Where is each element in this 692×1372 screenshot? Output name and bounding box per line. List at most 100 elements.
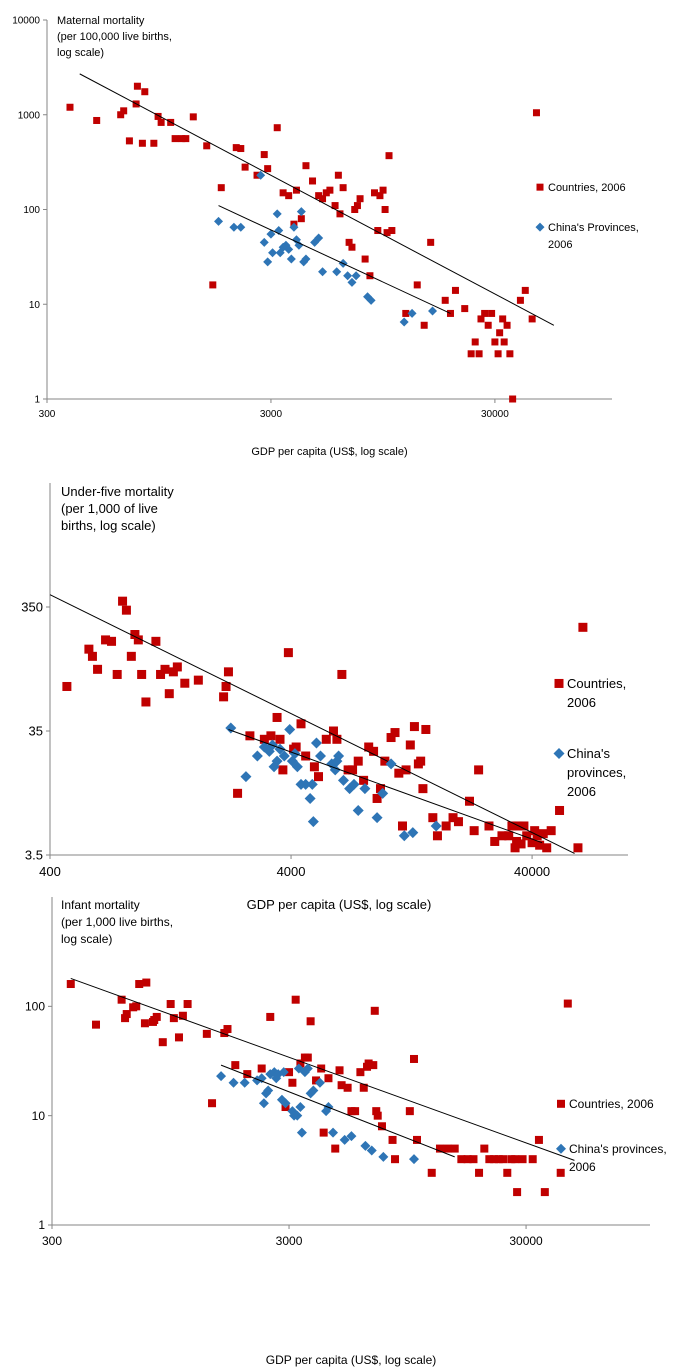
x-tick-label: 40000 [514, 864, 550, 879]
data-point [540, 1188, 549, 1197]
series-china-provinces [216, 1063, 419, 1165]
chart-title: (per 1,000 live births, [61, 915, 173, 929]
y-tick-label: 10000 [12, 16, 40, 27]
data-point [416, 756, 426, 766]
data-point [245, 731, 255, 741]
data-point [513, 1188, 522, 1197]
data-point [421, 724, 431, 734]
data-point [296, 207, 306, 217]
x-tick-label: 300 [39, 409, 56, 420]
data-point [266, 731, 276, 741]
data-point [319, 1128, 328, 1137]
x-tick-label: 30000 [509, 1234, 543, 1248]
data-point [376, 192, 384, 200]
data-point [555, 805, 565, 815]
legend-label: 2006 [567, 784, 596, 799]
trend-line [228, 729, 543, 844]
data-point [538, 829, 548, 839]
y-tick-label: 100 [23, 205, 40, 216]
data-point [202, 1029, 211, 1038]
data-point [66, 980, 75, 989]
data-point [488, 309, 496, 317]
data-point [214, 216, 224, 226]
data-point [405, 1107, 414, 1116]
data-point [154, 112, 162, 120]
y-tick-label: 35 [29, 724, 43, 739]
data-point [408, 1154, 419, 1165]
data-point [335, 1066, 344, 1075]
data-point [351, 1107, 360, 1116]
chart-title: log scale) [61, 932, 112, 946]
chart-title: (per 100,000 live births, [57, 31, 172, 43]
data-point [283, 648, 293, 658]
data-point [343, 1083, 352, 1092]
data-point [150, 139, 158, 147]
data-point [377, 1122, 386, 1131]
data-point [169, 1014, 178, 1023]
data-point [375, 784, 385, 794]
data-point [448, 813, 458, 823]
data-point [499, 315, 507, 323]
data-point [309, 177, 317, 185]
data-point [241, 163, 249, 171]
data-point [240, 771, 252, 783]
data-point [451, 286, 459, 294]
legend-label: China's Provinces, [548, 222, 639, 234]
data-point [542, 843, 552, 853]
data-point [257, 1064, 266, 1073]
series-countries [66, 82, 540, 403]
data-point [500, 338, 508, 346]
data-point [231, 1061, 240, 1070]
data-point [532, 831, 542, 841]
data-point [503, 1168, 512, 1177]
data-point [388, 1135, 397, 1144]
data-point [66, 103, 74, 111]
data-point [160, 664, 170, 674]
legend-label: 2006 [548, 239, 572, 251]
data-point [229, 222, 239, 232]
data-point [137, 669, 147, 679]
data-point [356, 195, 364, 203]
data-point [359, 783, 371, 795]
x-tick-label: 3000 [276, 1234, 303, 1248]
chart-3: 1 10 100 300 3000 30000 Infant mortality (per 1… [25, 897, 667, 1367]
legend-label: China's provinces, [569, 1142, 667, 1156]
data-point [361, 255, 369, 263]
legend-marker [557, 1099, 565, 1108]
data-point [418, 784, 428, 794]
data-point [271, 755, 283, 767]
data-point [259, 734, 269, 744]
data-point [291, 742, 301, 752]
data-point [432, 831, 442, 841]
data-point [334, 171, 342, 179]
data-point [348, 243, 356, 251]
data-point [166, 1000, 175, 1009]
data-point [319, 195, 327, 203]
data-point [296, 1127, 307, 1138]
data-point [326, 186, 334, 194]
legend-label: Countries, 2006 [548, 182, 626, 194]
data-point [62, 681, 72, 691]
legend-label: 2006 [567, 695, 596, 710]
data-point [521, 286, 529, 294]
data-point [314, 233, 324, 243]
trend-line [70, 977, 575, 1161]
data-point [519, 821, 529, 831]
data-point [441, 821, 451, 831]
data-point [556, 1168, 565, 1177]
data-point [528, 1155, 537, 1164]
data-point [225, 722, 237, 734]
data-point [183, 1000, 192, 1009]
trend-line [79, 73, 555, 326]
data-point [93, 116, 101, 124]
data-point [301, 254, 311, 264]
data-point [346, 1131, 357, 1142]
data-point [120, 107, 128, 115]
x-axis-label: GDP per capita (US$, log scale) [251, 446, 407, 458]
data-point [259, 237, 269, 247]
data-point [314, 750, 326, 762]
x-tick-label: 4000 [277, 864, 306, 879]
y-tick-label: 10 [32, 1109, 46, 1123]
data-point [390, 728, 400, 738]
data-point [315, 192, 323, 200]
